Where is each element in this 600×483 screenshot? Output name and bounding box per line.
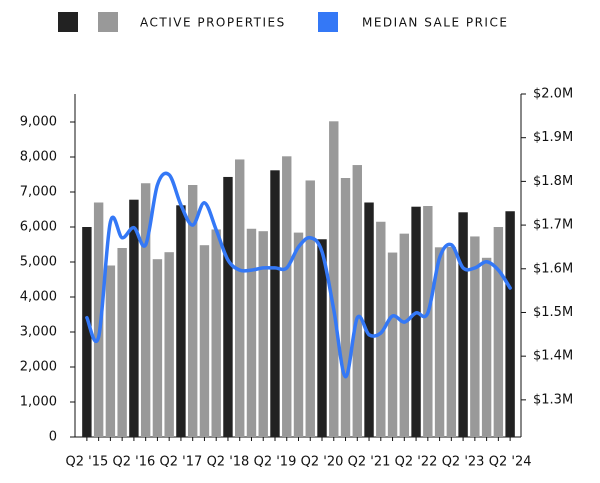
y-tick-label: 0 — [49, 430, 57, 445]
bar — [82, 227, 92, 437]
bar — [105, 265, 116, 437]
bar — [176, 205, 186, 437]
x-tick-label: Q2 '17 — [160, 455, 203, 470]
bar — [129, 199, 139, 437]
bar — [282, 156, 292, 438]
bar — [258, 231, 268, 437]
legend-label: MEDIAN SALE PRICE — [362, 16, 508, 30]
bar — [246, 228, 257, 437]
bar — [270, 170, 280, 438]
bar — [352, 165, 362, 438]
y2-tick-label: $1.8M — [533, 174, 573, 189]
bar — [317, 239, 327, 437]
y-tick-label: 2,000 — [20, 360, 57, 375]
bar — [434, 247, 445, 437]
legend-swatch — [58, 12, 78, 32]
y-tick-label: 1,000 — [20, 395, 57, 410]
bar — [423, 206, 433, 437]
x-tick-label: Q2 '23 — [442, 455, 485, 470]
x-tick-label: Q2 '22 — [395, 455, 438, 470]
bar — [340, 178, 351, 437]
y2-tick-label: $1.3M — [533, 392, 573, 407]
bar — [446, 246, 457, 437]
bar — [152, 259, 163, 437]
bar — [376, 221, 386, 437]
y-tick-label: 3,000 — [20, 325, 57, 340]
x-tick-label: Q2 '21 — [348, 455, 391, 470]
bar — [329, 121, 339, 438]
legend-swatch — [98, 12, 118, 32]
bar — [470, 236, 480, 437]
bar — [235, 159, 245, 437]
y-tick-label: 6,000 — [20, 220, 57, 235]
bar — [93, 202, 104, 437]
y-tick-label: 4,000 — [20, 290, 57, 305]
bar — [411, 206, 421, 437]
bar — [481, 257, 492, 437]
bar — [140, 183, 151, 437]
bar — [387, 252, 398, 437]
bar — [493, 227, 504, 437]
y2-tick-label: $2.0M — [533, 87, 573, 102]
y-tick-label: 8,000 — [20, 150, 57, 165]
y2-tick-label: $1.4M — [533, 349, 573, 364]
bar — [211, 229, 221, 437]
bar — [458, 212, 468, 437]
bar — [505, 211, 515, 437]
x-tick-label: Q2 '15 — [65, 455, 108, 470]
bar — [364, 202, 374, 437]
bar — [164, 252, 174, 437]
y2-tick-label: $1.7M — [533, 218, 573, 233]
x-tick-label: Q2 '20 — [301, 455, 344, 470]
bar — [199, 245, 210, 437]
legend-swatch — [318, 12, 338, 32]
bar — [117, 248, 127, 437]
bar — [223, 176, 233, 437]
x-tick-label: Q2 '19 — [254, 455, 297, 470]
legend-label: ACTIVE PROPERTIES — [140, 16, 286, 30]
y-tick-label: 9,000 — [20, 115, 57, 130]
price-line — [85, 171, 512, 379]
x-tick-label: Q2 '16 — [113, 455, 156, 470]
bar — [293, 232, 304, 437]
bar — [187, 185, 198, 437]
bar — [399, 233, 410, 437]
y2-tick-label: $1.6M — [533, 261, 573, 276]
y-tick-label: 7,000 — [20, 185, 57, 200]
y2-tick-label: $1.5M — [533, 305, 573, 320]
y2-tick-label: $1.9M — [533, 130, 573, 145]
x-tick-label: Q2 '24 — [489, 455, 532, 470]
bar — [305, 180, 315, 437]
y-tick-label: 5,000 — [20, 255, 57, 270]
x-tick-label: Q2 '18 — [207, 455, 250, 470]
